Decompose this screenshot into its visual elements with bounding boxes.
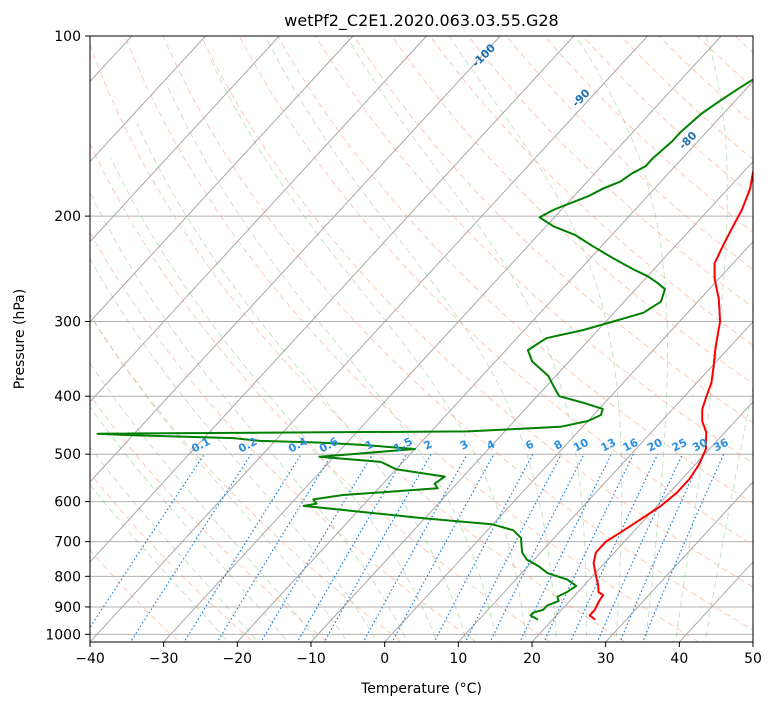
y-tick-label: 900 bbox=[54, 600, 81, 616]
x-tick-label: 50 bbox=[744, 651, 762, 667]
chart-title: wetPf2_C2E1.2020.063.03.55.G28 bbox=[284, 11, 558, 31]
y-tick-label: 800 bbox=[54, 569, 81, 585]
y-tick-label: 300 bbox=[54, 314, 81, 330]
y-tick-label: 700 bbox=[54, 535, 81, 551]
y-axis-label: Pressure (hPa) bbox=[12, 289, 28, 389]
x-tick-label: −30 bbox=[149, 651, 179, 667]
x-tick-label: 20 bbox=[523, 651, 541, 667]
x-tick-label: 40 bbox=[670, 651, 688, 667]
y-tick-label: 100 bbox=[54, 29, 81, 45]
x-tick-label: −40 bbox=[75, 651, 105, 667]
x-tick-label: −20 bbox=[223, 651, 253, 667]
x-tick-label: 0 bbox=[380, 651, 389, 667]
x-tick-label: 10 bbox=[449, 651, 467, 667]
y-tick-label: 500 bbox=[54, 447, 81, 463]
y-tick-label: 400 bbox=[54, 389, 81, 405]
x-tick-label: −10 bbox=[296, 651, 326, 667]
y-tick-label: 1000 bbox=[45, 627, 81, 643]
y-tick-label: 200 bbox=[54, 209, 81, 225]
x-tick-label: 30 bbox=[597, 651, 615, 667]
y-tick-label: 600 bbox=[54, 495, 81, 511]
x-axis-label: Temperature (°C) bbox=[360, 681, 482, 697]
